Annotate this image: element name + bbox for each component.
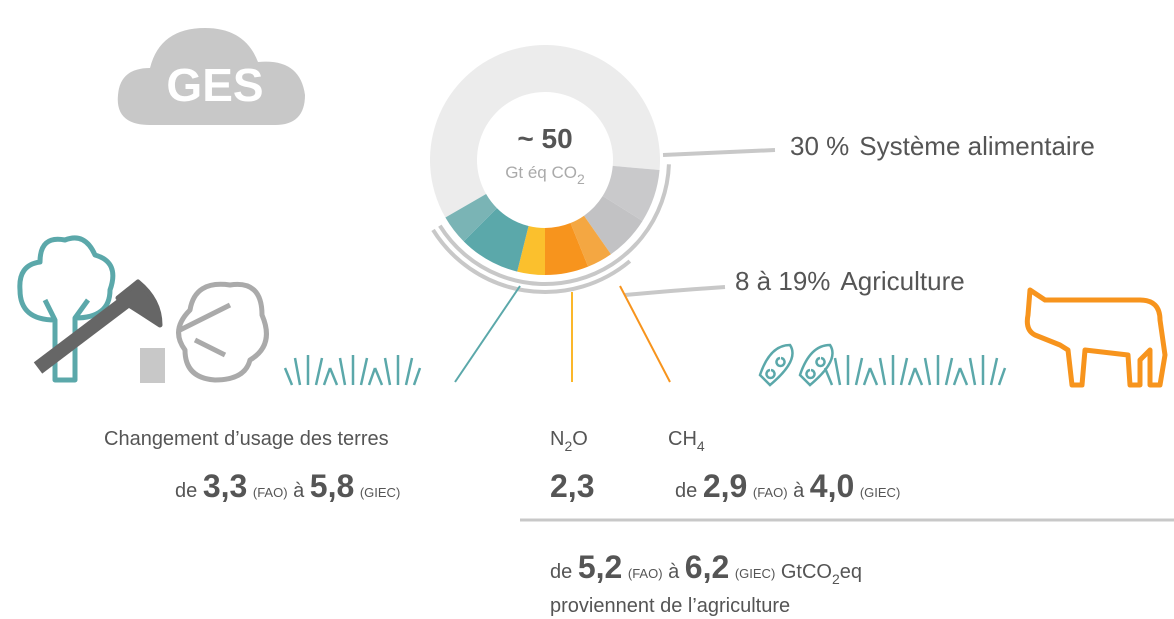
source: (FAO) bbox=[628, 566, 663, 581]
n2o-value: 2,3 bbox=[550, 468, 594, 504]
callout-line bbox=[663, 150, 775, 155]
land-use-title: Changement d’usage des terres bbox=[104, 428, 389, 450]
source: (FAO) bbox=[253, 485, 288, 500]
unit: eq bbox=[840, 561, 862, 583]
value: 2,9 bbox=[703, 468, 747, 504]
infographic: GES ~ 50 Gt éq CO2 30 %Système alimentai… bbox=[0, 0, 1174, 619]
word: de bbox=[675, 480, 697, 502]
callout-line bbox=[625, 287, 725, 295]
tree-icons bbox=[20, 238, 267, 383]
unit-text: Gt éq CO bbox=[505, 163, 577, 182]
total-range: de 5,2 (FAO) à 6,2 (GIEC) GtCO2eq bbox=[550, 549, 862, 587]
value: 5,8 bbox=[310, 468, 354, 504]
word: à bbox=[793, 480, 805, 502]
value: 5,2 bbox=[578, 549, 622, 585]
ch4-formula: CH4 bbox=[668, 428, 705, 454]
ch4-range: de 2,9 (FAO) à 4,0 (GIEC) bbox=[675, 468, 900, 504]
callout-share: 8 à 19% bbox=[735, 266, 830, 296]
source: (GIEC) bbox=[360, 485, 400, 500]
source: (GIEC) bbox=[735, 566, 775, 581]
word: à bbox=[668, 561, 680, 583]
donut-total: ~ 50 bbox=[517, 123, 572, 154]
callout-label: Système alimentaire bbox=[859, 131, 1095, 161]
word: de bbox=[175, 480, 197, 502]
formula-sub: 4 bbox=[697, 438, 705, 454]
value: 6,2 bbox=[685, 549, 729, 585]
source: (FAO) bbox=[753, 485, 788, 500]
unit-sub: 2 bbox=[577, 171, 585, 187]
word: de bbox=[550, 561, 572, 583]
callout-share: 30 % bbox=[790, 131, 849, 161]
pointer bbox=[455, 286, 520, 382]
land-use-range: de 3,3 (FAO) à 5,8 (GIEC) bbox=[175, 468, 400, 504]
unit: GtCO bbox=[781, 561, 832, 583]
cow-icon bbox=[1027, 290, 1165, 385]
value: 4,0 bbox=[810, 468, 854, 504]
total-note: proviennent de l’agriculture bbox=[550, 595, 790, 617]
formula-part: N bbox=[550, 428, 564, 450]
cloud-label: GES bbox=[166, 59, 263, 111]
formula-part: O bbox=[572, 428, 588, 450]
grass-icons bbox=[285, 345, 1005, 385]
formula-part: CH bbox=[668, 428, 697, 450]
donut-unit: Gt éq CO2 bbox=[505, 163, 585, 187]
word: à bbox=[293, 480, 305, 502]
n2o-formula: N2O bbox=[550, 428, 588, 454]
source: (GIEC) bbox=[860, 485, 900, 500]
formula-sub: 2 bbox=[564, 438, 572, 454]
callout: 8 à 19% Agriculture bbox=[735, 266, 965, 296]
callout-label: Agriculture bbox=[840, 266, 964, 296]
unit-sub: 2 bbox=[832, 571, 840, 587]
value: 3,3 bbox=[203, 468, 247, 504]
callout: 30 % Système alimentaire bbox=[790, 131, 1095, 161]
pointer bbox=[620, 286, 670, 382]
